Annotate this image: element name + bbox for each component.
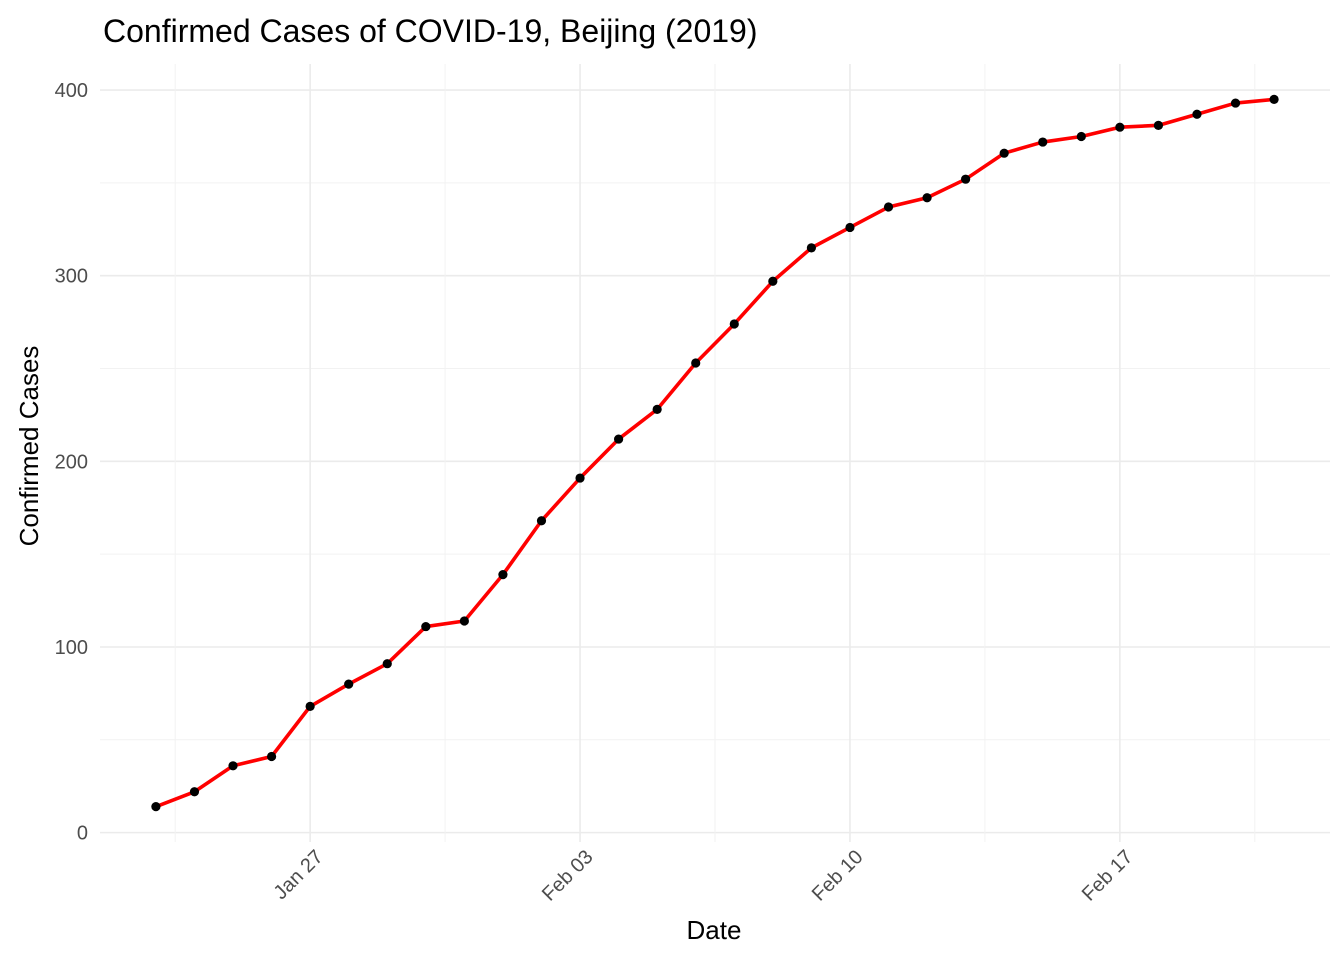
data-point — [1038, 137, 1048, 147]
data-point — [806, 243, 816, 253]
data-point — [1192, 109, 1202, 119]
y-axis-ticks: 0 100 200 300 400 — [55, 80, 88, 845]
x-axis-title: Date — [687, 915, 742, 945]
data-point — [1230, 98, 1241, 108]
y-tick-label: 400 — [55, 80, 88, 102]
data-point — [151, 802, 161, 812]
grid — [100, 64, 1330, 842]
data-point — [421, 621, 431, 632]
data-point — [1269, 94, 1279, 104]
data-point — [344, 679, 354, 689]
y-tick-label: 0 — [77, 823, 88, 845]
data-point — [922, 193, 932, 203]
data-point — [1153, 120, 1164, 130]
y-tick-label: 100 — [55, 637, 88, 659]
data-point — [729, 319, 739, 329]
data-point — [382, 659, 392, 669]
y-axis-title: Confirmed Cases — [14, 346, 44, 547]
y-tick-label: 200 — [55, 451, 88, 473]
data-point — [305, 701, 315, 711]
data-point — [652, 404, 662, 414]
data-point — [845, 222, 855, 233]
data-point — [999, 148, 1009, 158]
data-point — [691, 358, 701, 368]
data-point — [1115, 122, 1125, 132]
y-tick-label: 300 — [55, 266, 88, 288]
data-point — [266, 751, 277, 762]
data-point — [228, 761, 238, 771]
chart-title: Confirmed Cases of COVID-19, Beijing (20… — [103, 13, 758, 49]
data-point — [961, 174, 971, 184]
data-point — [459, 616, 469, 626]
series-line — [154, 97, 1276, 809]
data-point — [575, 473, 585, 483]
data-point — [614, 434, 624, 444]
series-group — [151, 94, 1279, 812]
data-point — [536, 516, 547, 526]
data-point — [1076, 131, 1086, 142]
data-point — [498, 569, 508, 580]
data-point — [768, 276, 778, 286]
data-point — [883, 202, 894, 212]
data-point — [189, 787, 200, 797]
